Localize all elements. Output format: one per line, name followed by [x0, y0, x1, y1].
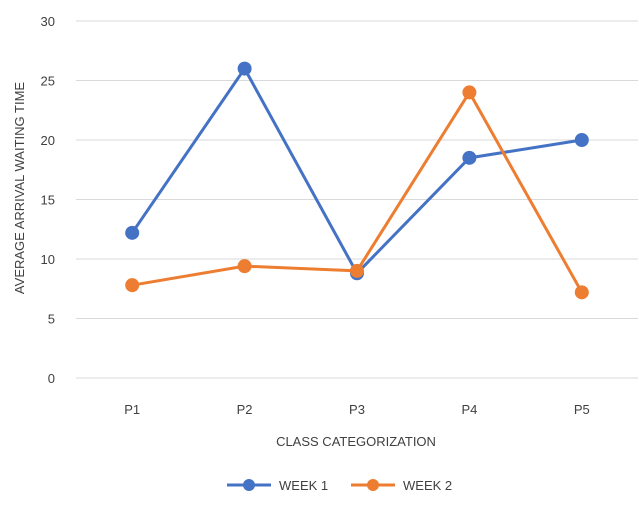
legend-marker: [243, 479, 255, 491]
legend-item-1: WEEK 1: [227, 478, 328, 493]
legend-marker: [367, 479, 379, 491]
legend-label: WEEK 1: [279, 478, 328, 493]
series-line: [131, 90, 584, 294]
x-tick-label: P2: [237, 402, 253, 417]
data-point: [125, 278, 140, 293]
data-point: [237, 61, 252, 76]
y-tick-label: 30: [41, 14, 55, 29]
series-1: [125, 61, 589, 281]
legend-label: WEEK 2: [403, 478, 452, 493]
data-point: [574, 285, 589, 300]
x-tick-label: P5: [574, 402, 590, 417]
x-tick-label: P3: [349, 402, 365, 417]
y-tick-label: 10: [41, 252, 55, 267]
data-point: [462, 85, 477, 100]
y-tick-label: 15: [41, 193, 55, 208]
legend: WEEK 1 WEEK 2: [227, 478, 452, 493]
y-tick-label: 5: [48, 312, 55, 327]
y-tick-label: 20: [41, 133, 55, 148]
series-2: [125, 85, 589, 300]
data-point: [125, 225, 140, 240]
data-point: [237, 259, 252, 274]
y-axis-title: AVERAGE ARRIVAL WAITING TIME: [12, 82, 27, 294]
y-tick-label: 25: [41, 74, 55, 89]
x-tick-label: P1: [124, 402, 140, 417]
data-point: [350, 263, 364, 278]
y-axis-ticks: 0 5 10 15 20 25 30: [41, 14, 55, 386]
y-tick-label: 0: [48, 371, 55, 386]
data-point: [462, 150, 477, 165]
data-point: [574, 133, 589, 147]
series-group: [125, 61, 589, 300]
legend-item-2: WEEK 2: [351, 478, 452, 493]
x-axis-title: CLASS CATEGORIZATION: [276, 434, 436, 449]
x-axis-ticks: P1 P2 P3 P4 P5: [124, 402, 590, 417]
grid-lines: [76, 20, 638, 379]
x-tick-label: P4: [461, 402, 477, 417]
